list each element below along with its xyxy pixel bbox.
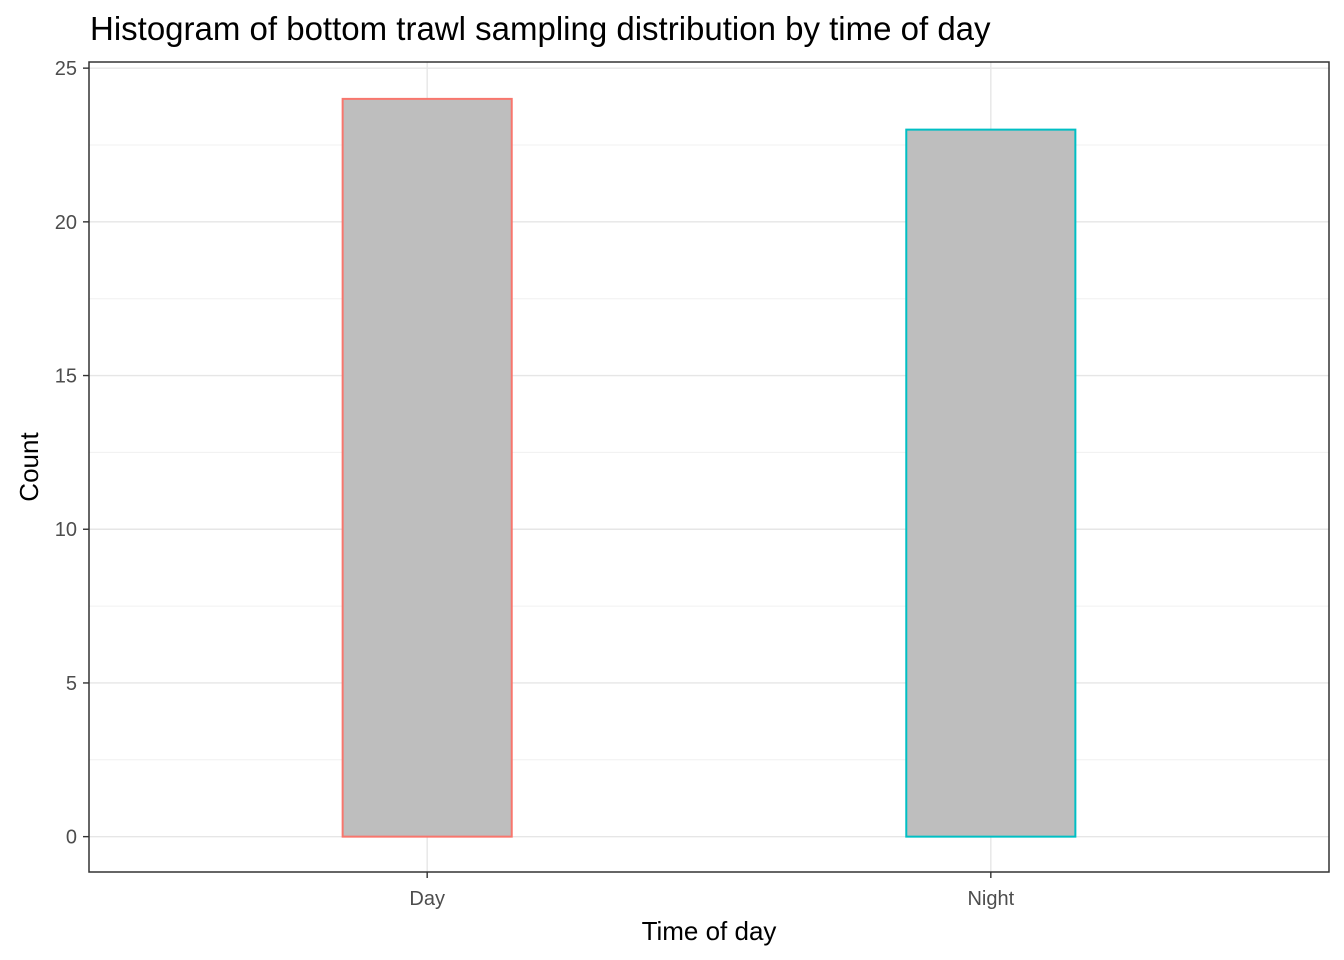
y-tick-label: 0	[66, 827, 77, 849]
y-axis-title: Count	[14, 432, 44, 502]
grid-lines	[89, 62, 1329, 872]
y-axis-ticks: 0 5 10 15 20 25	[55, 58, 89, 849]
chart-title: Histogram of bottom trawl sampling distr…	[90, 10, 991, 47]
y-tick-label: 15	[55, 366, 77, 388]
plot-panel-border	[88, 61, 1330, 873]
y-tick-label: 10	[55, 519, 77, 541]
x-axis-title: Time of day	[642, 916, 777, 946]
x-tick-label: Night	[967, 888, 1014, 910]
bar-night	[905, 128, 1077, 838]
x-axis-ticks: Day Night	[409, 872, 1015, 910]
bars	[341, 97, 1077, 838]
y-tick-label: 20	[55, 212, 77, 234]
bar-day	[341, 97, 513, 838]
x-tick-label: Day	[409, 888, 445, 910]
y-tick-label: 25	[55, 58, 77, 80]
y-tick-label: 5	[66, 673, 77, 695]
